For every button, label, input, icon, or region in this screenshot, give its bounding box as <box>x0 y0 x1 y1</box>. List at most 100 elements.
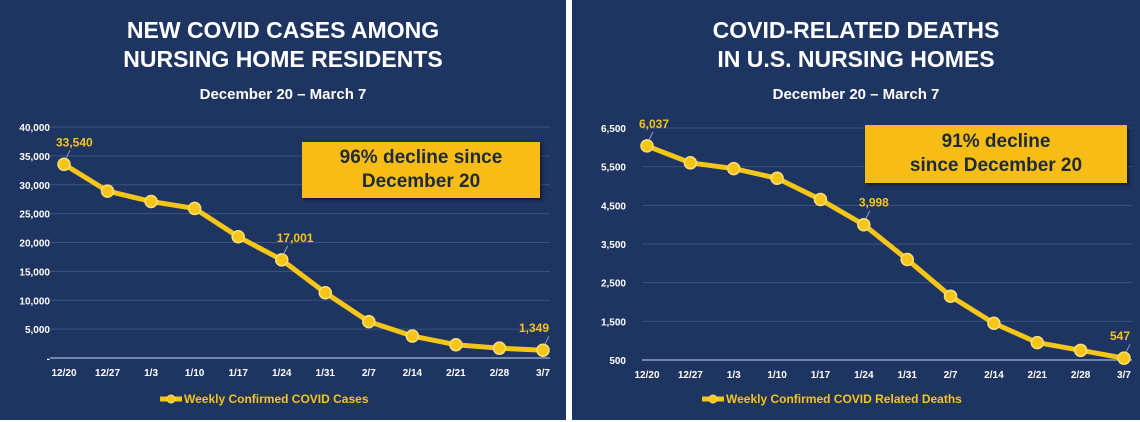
data-label-leader <box>65 150 71 159</box>
y-tick-label: 4,500 <box>601 201 626 212</box>
y-tick-label: 15,000 <box>19 267 50 278</box>
data-point <box>318 285 333 300</box>
x-tick-label: 1/31 <box>316 368 336 379</box>
decline-callout: 96% decline since December 20 <box>302 142 540 198</box>
x-tick-label: 12/27 <box>95 368 120 379</box>
chart-subtitle: December 20 – March 7 <box>199 86 367 103</box>
x-tick-label: 12/20 <box>51 368 76 379</box>
data-point <box>813 192 828 207</box>
data-point <box>726 161 741 176</box>
x-tick-label: 1/31 <box>897 370 917 381</box>
data-point <box>943 289 958 303</box>
decline-callout: 91% decline since December 20 <box>865 125 1127 183</box>
y-tick-label: 6,500 <box>601 124 626 135</box>
x-tick-label: 3/7 <box>1117 370 1131 381</box>
y-tick-label: 40,000 <box>19 123 50 134</box>
x-tick-label: 2/14 <box>984 370 1004 381</box>
series-line <box>62 162 544 353</box>
data-point <box>1073 343 1088 358</box>
data-point <box>144 194 158 209</box>
data-point <box>857 217 871 232</box>
callout-line: December 20 <box>361 171 481 192</box>
data-label: 3,998 <box>859 196 889 210</box>
data-point <box>100 184 115 198</box>
x-tick-label: 1/24 <box>854 370 874 381</box>
data-label: 33,540 <box>56 135 93 149</box>
x-tick-label: 1/3 <box>144 368 158 379</box>
x-tick-label: 1/3 <box>727 370 741 381</box>
chart-title: COVID-RELATED DEATHS IN U.S. NURSING HOM… <box>572 16 1140 74</box>
data-label-leader <box>544 335 550 345</box>
x-tick-label: 3/7 <box>536 368 550 379</box>
x-tick-label: 2/21 <box>1028 370 1048 381</box>
data-point <box>274 253 289 267</box>
data-point <box>492 341 507 355</box>
legend-marker-icon <box>708 394 718 404</box>
x-tick-label: 2/7 <box>944 370 958 381</box>
legend-label: Weekly Confirmed COVID Related Deaths <box>726 392 962 406</box>
data-point <box>1117 351 1131 365</box>
deaths-line-chart: 500 1,500 2,500 3,500 4,500 5,500 6,500 12/20 12… <box>601 117 1132 406</box>
deaths-chart-panel: COVID-RELATED DEATHS IN U.S. NURSING HOM… <box>572 0 1140 420</box>
y-tick-label: 500 <box>609 356 626 367</box>
data-point <box>57 157 71 172</box>
title-line: NURSING HOME RESIDENTS <box>123 46 443 72</box>
x-tick-label: 1/17 <box>811 370 831 381</box>
data-label-leader <box>648 131 654 141</box>
y-tick-label: 2,500 <box>601 279 626 290</box>
data-label: 17,001 <box>277 231 314 245</box>
data-point <box>900 252 914 267</box>
legend-label: Weekly Confirmed COVID Cases <box>184 392 369 406</box>
cases-chart-panel: NEW COVID CASES AMONG NURSING HOME RESID… <box>0 0 566 420</box>
x-tick-label: 2/7 <box>362 368 376 379</box>
x-tick-label: 12/20 <box>634 370 659 381</box>
y-tick-label: 20,000 <box>19 239 50 250</box>
data-point <box>770 171 784 186</box>
x-tick-label: 1/10 <box>185 368 205 379</box>
y-tick-label: 1,500 <box>601 317 626 328</box>
data-point <box>683 156 698 170</box>
title-line: NEW COVID CASES AMONG <box>126 17 440 43</box>
x-tick-label: 2/14 <box>403 368 423 379</box>
y-tick-label: 10,000 <box>19 296 50 307</box>
data-point <box>536 343 550 357</box>
data-point <box>187 201 202 216</box>
data-label-leader <box>283 245 289 255</box>
chart-subtitle: December 20 – March 7 <box>772 86 940 103</box>
legend-marker-icon <box>166 394 176 404</box>
data-point <box>405 329 420 343</box>
title-line: COVID-RELATED DEATHS <box>712 17 1000 43</box>
y-tick-label: - <box>47 354 50 365</box>
x-tick-label: 1/17 <box>228 368 248 379</box>
data-point <box>362 314 376 329</box>
data-point <box>987 316 1001 331</box>
title-line: IN U.S. NURSING HOMES <box>717 46 995 72</box>
callout-line: since December 20 <box>909 155 1083 176</box>
data-point <box>231 229 245 244</box>
y-tick-label: 35,000 <box>19 152 50 163</box>
data-point <box>449 337 463 352</box>
y-tick-label: 3,500 <box>601 240 626 251</box>
series-line <box>646 143 1125 361</box>
chart-title: NEW COVID CASES AMONG NURSING HOME RESID… <box>0 16 566 74</box>
x-tick-label: 1/10 <box>767 370 787 381</box>
x-tick-label: 2/28 <box>1071 370 1091 381</box>
data-point <box>640 139 654 153</box>
x-tick-label: 12/27 <box>678 370 703 381</box>
data-label: 547 <box>1110 329 1130 343</box>
y-tick-label: 25,000 <box>19 210 50 221</box>
x-tick-label: 1/24 <box>272 368 292 379</box>
x-tick-label: 2/21 <box>446 368 466 379</box>
data-label: 1,349 <box>519 321 549 335</box>
callout-line: 96% decline since <box>339 147 503 168</box>
cases-line-chart: - 5,000 10,000 15,000 20,000 25,000 30,000 35,0… <box>19 123 550 406</box>
data-point <box>1030 335 1045 350</box>
y-tick-label: 5,000 <box>25 325 50 336</box>
data-label-leader <box>865 210 871 219</box>
data-label: 6,037 <box>639 117 669 131</box>
y-tick-label: 5,500 <box>601 163 626 174</box>
y-tick-label: 30,000 <box>19 181 50 192</box>
callout-line: 91% decline <box>941 131 1051 152</box>
data-label-leader <box>1125 343 1131 353</box>
x-tick-label: 2/28 <box>490 368 510 379</box>
